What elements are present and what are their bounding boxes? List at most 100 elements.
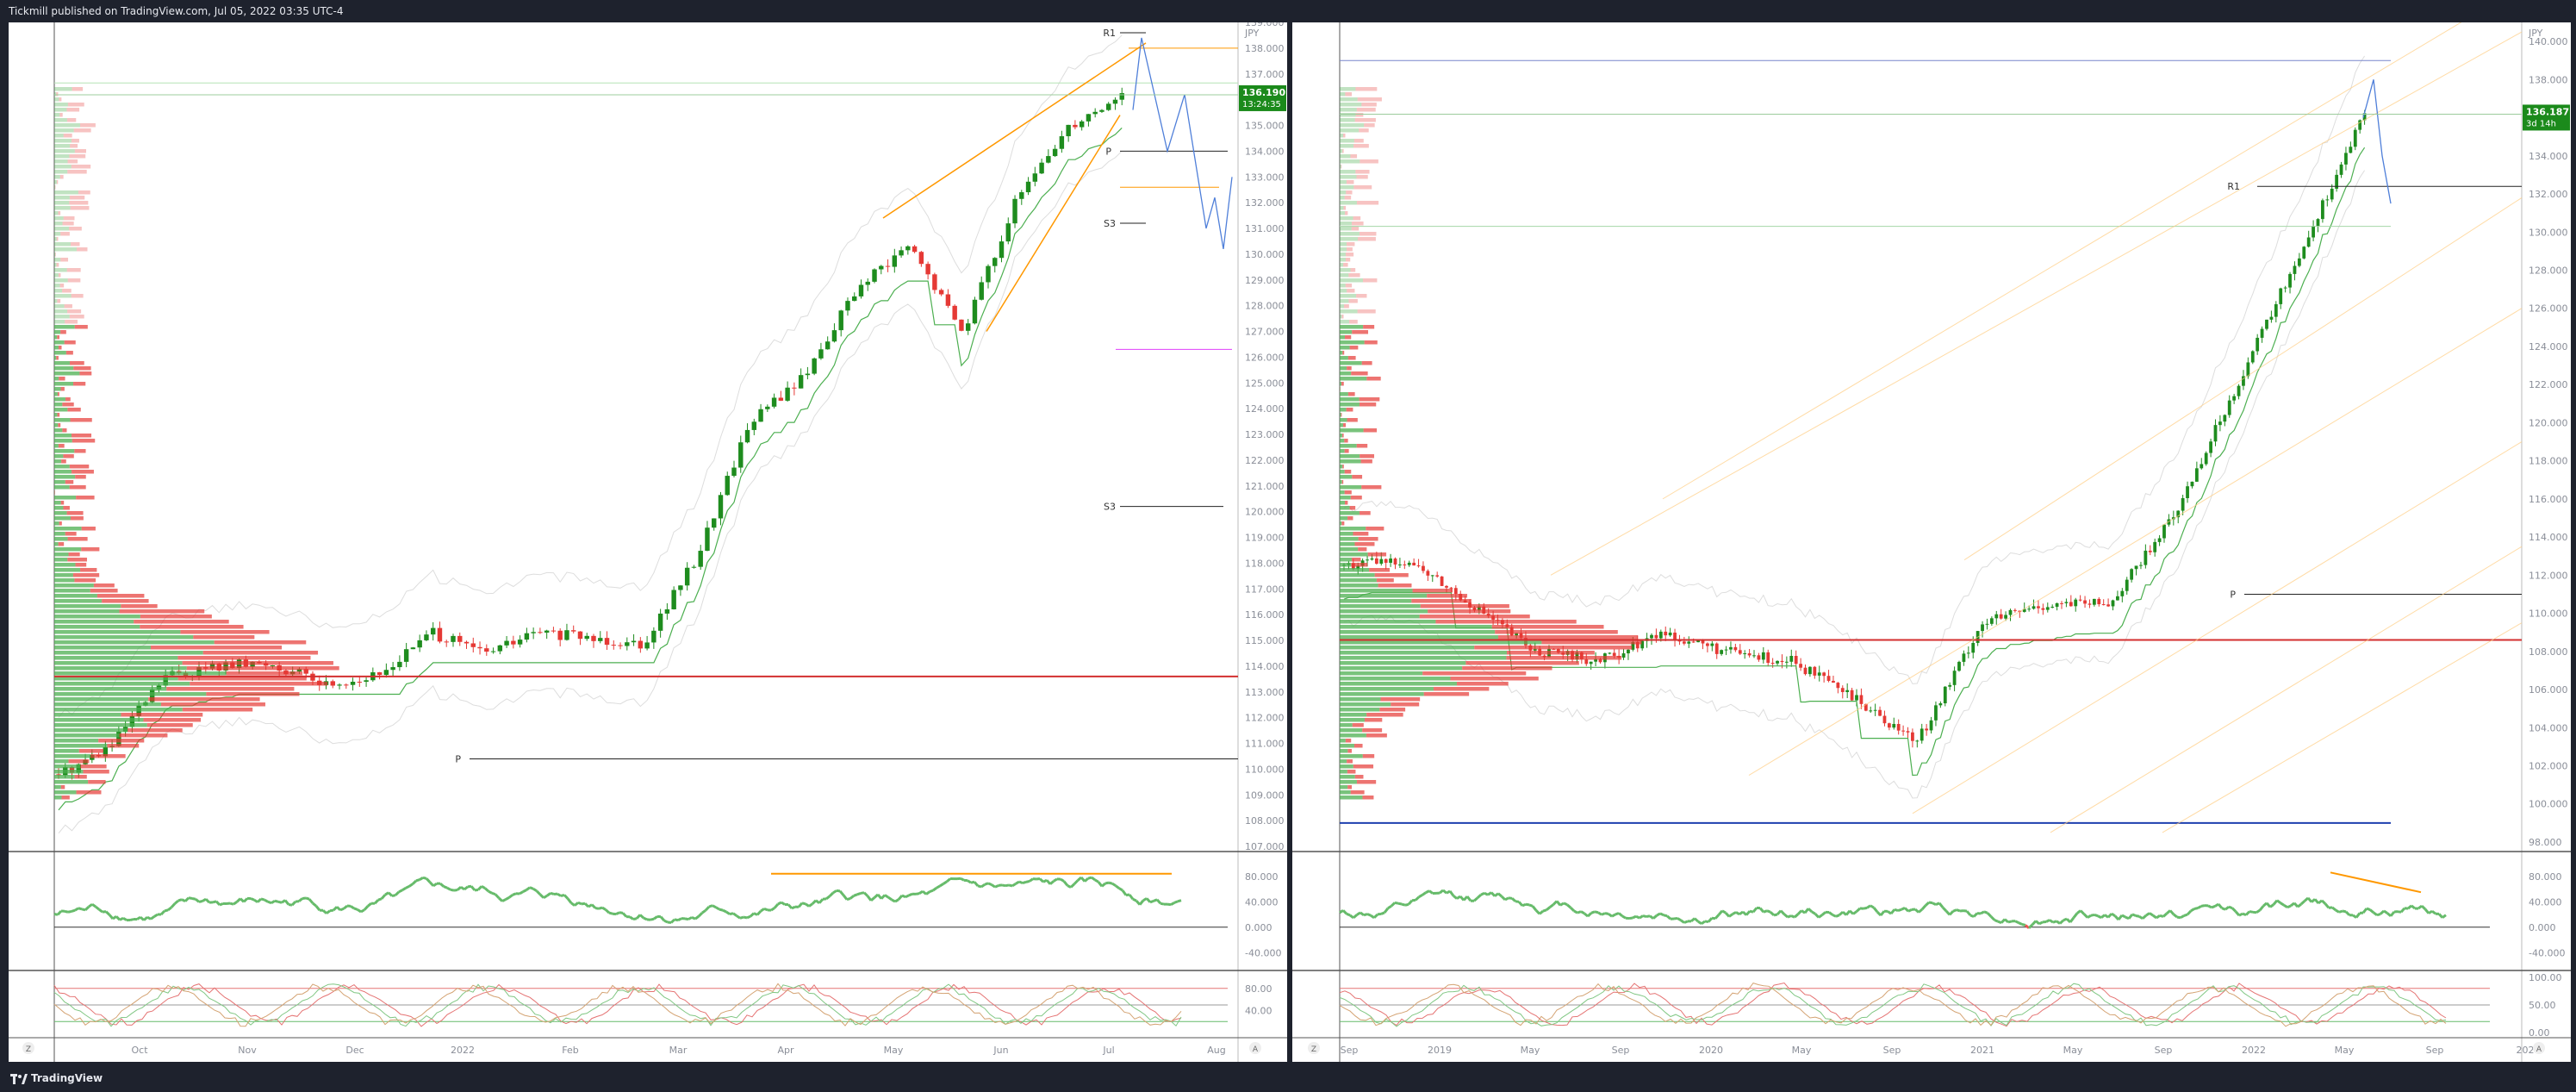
- volume-profile-bar: [61, 459, 66, 464]
- candle: [1789, 656, 1794, 662]
- daily-chart-panel[interactable]: USDJPY, 1D U.S. Dollar / Japanese Yen 13…: [9, 22, 1287, 1062]
- volume-profile-bar: [1340, 413, 1341, 417]
- level-label: P: [1105, 146, 1111, 157]
- candle: [1066, 124, 1071, 137]
- volume-profile-bar: [54, 206, 71, 210]
- oscillator-line: [1404, 902, 1409, 907]
- volume-profile-bar: [1340, 547, 1359, 552]
- candle: [2265, 319, 2268, 329]
- oscillator-line: [360, 908, 365, 914]
- oscillator-line: [508, 894, 513, 899]
- auto-button: [2533, 1042, 2545, 1054]
- candle: [2288, 273, 2292, 288]
- oscillator-line: [253, 898, 258, 903]
- candle: [765, 406, 770, 409]
- oscillator-line: [2228, 905, 2233, 910]
- candle: [1826, 676, 1831, 681]
- oscillator-line: [2056, 920, 2061, 925]
- oscillator-line: [932, 887, 937, 892]
- candle: [1052, 148, 1058, 157]
- candle: [1621, 653, 1626, 658]
- volume-profile-bar: [1340, 465, 1343, 469]
- stochastic-line: [1339, 982, 2447, 1027]
- trend-line: [1963, 197, 2523, 561]
- daily-chart-svg[interactable]: 139.000138.000137.000136.000135.000134.0…: [9, 22, 1287, 1062]
- volume-profile-bar: [56, 263, 59, 267]
- candle: [725, 476, 730, 496]
- volume-profile-bar: [182, 708, 253, 712]
- candle: [1059, 136, 1065, 149]
- volume-profile-bar: [1428, 609, 1511, 614]
- volume-profile-bar: [54, 118, 67, 122]
- volume-profile-bar: [71, 294, 84, 298]
- candle: [805, 373, 811, 376]
- oscillator-line: [701, 909, 706, 914]
- price-tick-label: 108.000: [2529, 646, 2568, 658]
- candle: [2037, 606, 2040, 608]
- oscillator-line: [557, 892, 562, 897]
- price-tick-label: 135.000: [1245, 121, 1285, 132]
- candle: [1822, 672, 1826, 677]
- candle: [1384, 558, 1388, 563]
- candle: [2237, 385, 2241, 396]
- volume-profile-bar: [1347, 392, 1355, 396]
- volume-profile-bar: [1340, 563, 1352, 567]
- oscillator-line: [2176, 915, 2181, 920]
- volume-profile-bar: [54, 444, 59, 448]
- volume-profile-bar: [1340, 222, 1352, 226]
- volume-profile-bar: [54, 185, 55, 190]
- candle: [972, 299, 978, 324]
- volume-profile-bar: [1351, 558, 1361, 562]
- oscillator-line: [1577, 910, 1582, 914]
- price-tick-label: 120.000: [2529, 417, 2568, 428]
- oscillator-line: [1370, 914, 1375, 920]
- volume-profile-bar: [54, 527, 82, 531]
- time-tick-label: 2022: [2242, 1045, 2266, 1056]
- oscillator-line: [805, 902, 810, 908]
- oscillator-line: [801, 902, 806, 906]
- volume-profile-bar: [1341, 382, 1344, 386]
- candle: [2209, 441, 2212, 453]
- tradingview-logo-icon: [10, 1073, 28, 1084]
- oscillator-line: [2407, 904, 2412, 910]
- volume-profile-bar: [1356, 175, 1368, 179]
- oscillator-line: [476, 885, 483, 891]
- volume-profile-bar: [1347, 242, 1355, 246]
- volume-profile-bar: [54, 604, 121, 608]
- volume-profile-bar: [1456, 682, 1509, 686]
- candle: [879, 265, 884, 270]
- volume-profile-bar: [119, 733, 168, 738]
- candle: [1864, 703, 1868, 711]
- oscillator-line: [967, 879, 972, 884]
- volume-profile-bar: [1340, 402, 1360, 407]
- oscillator-line: [384, 891, 389, 896]
- volume-profile-bar: [93, 583, 115, 588]
- candle: [544, 630, 550, 633]
- tradingview-logo[interactable]: TradingView: [10, 1065, 103, 1092]
- oscillator-line: [2280, 902, 2285, 907]
- weekly-chart-panel[interactable]: USDJPY, 1W U.S. Dollar / Japanese Yen 14…: [1292, 22, 2571, 1062]
- plot-background: [9, 22, 1287, 1062]
- candle: [2027, 608, 2032, 610]
- candle: [778, 397, 784, 401]
- volume-profile-bar: [146, 723, 193, 727]
- volume-profile-bar: [1340, 232, 1360, 236]
- candle: [1046, 156, 1051, 163]
- oscillator-line: [497, 896, 504, 902]
- oscillator-line: [150, 915, 155, 920]
- volume-profile-bar: [54, 677, 178, 681]
- oscillator-line: [1517, 901, 1524, 907]
- oscillator-line: [71, 908, 76, 913]
- volume-profile-bar: [1340, 697, 1381, 702]
- oscillator-line: [380, 894, 387, 900]
- oscillator-line: [1387, 904, 1392, 910]
- volume-profile-bar: [1341, 165, 1342, 169]
- volume-profile-bar: [1340, 356, 1348, 360]
- weekly-chart-svg[interactable]: 140.000138.000136.000134.000132.000130.0…: [1292, 22, 2571, 1062]
- candle: [1370, 558, 1374, 560]
- candle: [2162, 524, 2166, 539]
- candle: [1887, 723, 1891, 728]
- volume-profile-bar: [1340, 190, 1347, 195]
- candle: [1985, 623, 1989, 625]
- oscillator-line: [1480, 891, 1485, 896]
